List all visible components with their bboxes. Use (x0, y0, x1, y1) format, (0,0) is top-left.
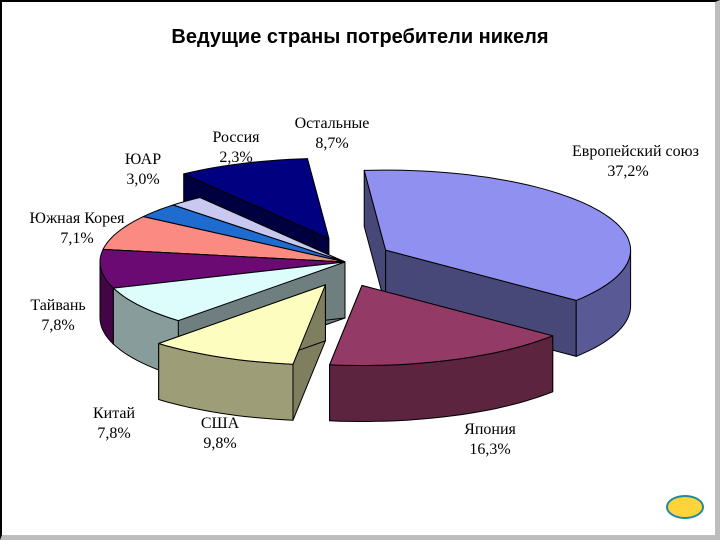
slice-label-japan-name: Япония (464, 421, 516, 438)
slice-label-russia-value: 2,3% (219, 149, 253, 166)
slice-label-china: Китай 7,8% (84, 404, 144, 444)
slice-label-japan-value: 16,3% (469, 441, 511, 458)
pie-slice-2-top (329, 285, 554, 366)
slice-label-sa-name: ЮАР (124, 151, 162, 168)
pie-slice-1-top (363, 169, 632, 301)
pie-slice-4-top (112, 261, 346, 322)
slice-label-other-name: Остальные (294, 115, 370, 132)
slice-label-russia-name: Россия (212, 129, 260, 146)
slice-label-korea-value: 7,1% (60, 230, 94, 247)
slice-label-japan: Япония 16,3% (452, 420, 528, 460)
pie-slice-6-top (102, 216, 346, 263)
pie-slice-2 (329, 285, 554, 422)
slice-label-korea: Южная Корея 7,1% (18, 209, 136, 249)
slice-label-sa: ЮАР 3,0% (112, 150, 174, 190)
slice-label-korea-name: Южная Корея (29, 210, 125, 227)
slice-label-china-value: 7,8% (97, 425, 131, 442)
slice-label-russia: Россия 2,3% (200, 128, 272, 168)
pie-slice-5-top (99, 248, 346, 289)
slice-label-other: Остальные 8,7% (282, 114, 382, 154)
pie-slice-7-top (142, 204, 346, 263)
slice-label-other-value: 8,7% (315, 135, 349, 152)
pie-slice-9-top (183, 158, 330, 239)
slice-label-china-name: Китай (92, 405, 136, 422)
slice-label-sa-value: 3,0% (126, 171, 160, 188)
slice-label-taiwan: Тайвань 7,8% (20, 296, 96, 336)
slice-label-usa-name: США (200, 415, 240, 432)
slice-label-eu-name: Европейский союз (572, 143, 699, 160)
chart-title: Ведущие страны потребители никеля (171, 26, 549, 48)
pie-slice-3-top (158, 284, 326, 365)
slice-label-taiwan-value: 7,8% (41, 317, 75, 334)
slice-label-usa: США 9,8% (192, 414, 248, 454)
pie-slice-3 (158, 284, 326, 421)
slice-label-eu-value: 37,2% (607, 163, 649, 180)
slice-label-taiwan-name: Тайвань (30, 297, 86, 314)
slice-label-eu: Европейский союз 37,2% (572, 142, 699, 182)
next-slide-button[interactable] (666, 495, 704, 519)
slice-label-usa-value: 9,8% (203, 435, 237, 452)
